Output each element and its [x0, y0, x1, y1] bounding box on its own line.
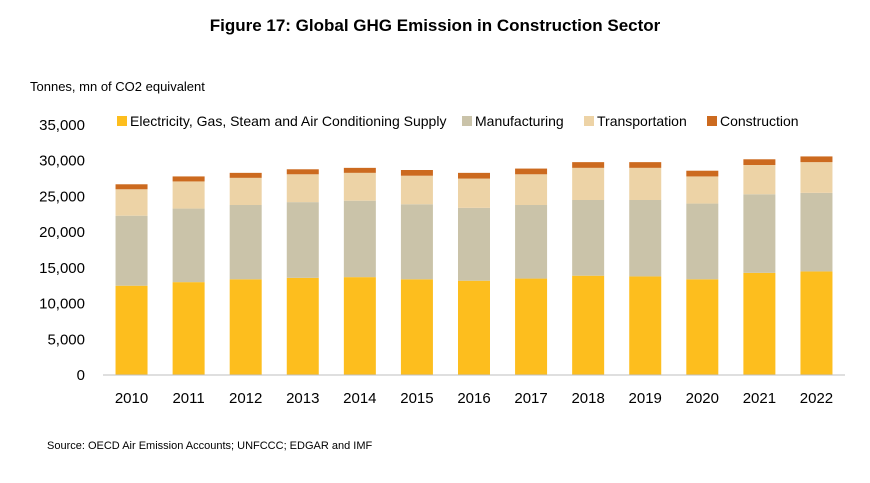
bar-segment-3	[743, 159, 776, 165]
bar-segment-0	[172, 282, 205, 375]
bar-segment-3	[400, 170, 433, 176]
bar-segment-2	[743, 165, 776, 195]
bar-segment-2	[800, 162, 833, 193]
x-tick-label: 2011	[172, 390, 204, 407]
bar-segment-1	[229, 205, 262, 280]
x-tick-label: 2021	[743, 390, 776, 407]
legend-label: Electricity, Gas, Steam and Air Conditio…	[130, 113, 446, 129]
bar-segment-3	[458, 172, 490, 179]
legend-swatch	[584, 116, 594, 126]
y-tick-label: 5,000	[47, 331, 85, 348]
x-tick-label: 2020	[686, 390, 719, 407]
bar-segment-1	[629, 200, 662, 277]
bar-segment-3	[286, 169, 319, 175]
bar-segment-1	[400, 204, 433, 280]
bar-segment-0	[458, 280, 490, 375]
y-axis: 0 5,000 10,000 15,000 20,000 25,000 30,000 35,0…	[39, 117, 85, 384]
bar-segment-3	[343, 167, 376, 173]
bar-segment-0	[400, 279, 433, 375]
x-tick-label: 2010	[115, 390, 148, 407]
legend-label: Transportation	[597, 113, 687, 129]
bar-segment-0	[629, 276, 662, 375]
x-axis: 2010 2011 2012 2013 2014 2015 2016 2017 2018 2019…	[103, 374, 845, 407]
legend: Electricity, Gas, Steam and Air Conditio…	[117, 113, 799, 129]
bar-segment-3	[572, 162, 605, 168]
bar-segment-0	[800, 271, 833, 375]
bar-segment-3	[229, 172, 262, 178]
legend-label: Manufacturing	[475, 113, 564, 129]
bar-segment-2	[400, 175, 433, 205]
bar-segment-0	[115, 285, 148, 375]
bar-segment-0	[286, 277, 319, 375]
bar-segment-2	[229, 177, 262, 205]
x-tick-label: 2019	[629, 390, 662, 407]
bars	[115, 156, 833, 375]
y-tick-label: 0	[77, 367, 85, 384]
bar-segment-3	[172, 176, 205, 182]
bar-segment-3	[115, 184, 148, 190]
bar-segment-1	[115, 215, 148, 286]
bar-segment-1	[743, 194, 776, 273]
bar-segment-1	[286, 202, 319, 278]
bar-segment-1	[515, 205, 548, 279]
bar-segment-3	[800, 156, 833, 163]
bar-segment-1	[800, 192, 833, 272]
legend-swatch	[462, 116, 472, 126]
x-tick-label: 2016	[457, 390, 490, 407]
bar-segment-2	[115, 189, 148, 216]
bar-segment-2	[286, 174, 319, 203]
bar-segment-1	[172, 208, 205, 283]
bar-segment-2	[515, 174, 548, 205]
y-tick-label: 10,000	[39, 296, 85, 313]
bar-segment-0	[229, 279, 262, 375]
bar-segment-3	[515, 168, 548, 175]
bar-segment-0	[515, 278, 548, 375]
bar-segment-2	[458, 178, 490, 208]
x-tick-label: 2022	[800, 390, 833, 407]
bar-segment-2	[172, 181, 205, 209]
y-tick-label: 35,000	[39, 117, 85, 134]
x-tick-label: 2018	[571, 390, 604, 407]
x-tick-label: 2017	[514, 390, 547, 407]
x-tick-label: 2015	[400, 390, 433, 407]
bar-segment-1	[686, 203, 719, 280]
legend-label: Construction	[720, 113, 799, 129]
y-axis-unit-label: Tonnes, mn of CO2 equivalent	[30, 79, 205, 94]
bar-segment-2	[686, 176, 719, 204]
bar-segment-3	[629, 162, 662, 168]
legend-swatch	[117, 116, 127, 126]
bar-segment-0	[743, 272, 776, 375]
bar-segment-1	[572, 200, 605, 276]
y-tick-label: 25,000	[39, 188, 85, 205]
bar-segment-3	[686, 170, 719, 177]
x-tick-label: 2012	[229, 390, 262, 407]
bar-segment-1	[458, 207, 490, 281]
legend-swatch	[707, 116, 717, 126]
source-note: Source: OECD Air Emission Accounts; UNFC…	[47, 440, 373, 452]
y-tick-label: 30,000	[39, 153, 85, 170]
bar-segment-2	[343, 172, 376, 201]
x-tick-label: 2014	[343, 390, 376, 407]
chart-title: Figure 17: Global GHG Emission in Constr…	[209, 16, 661, 35]
bar-segment-2	[629, 167, 662, 200]
y-tick-label: 20,000	[39, 224, 85, 241]
bar-segment-0	[343, 277, 376, 375]
bar-segment-0	[572, 275, 605, 375]
bar-segment-0	[686, 279, 719, 375]
y-tick-label: 15,000	[39, 260, 85, 277]
bar-segment-1	[343, 200, 376, 278]
x-tick-label: 2013	[286, 390, 319, 407]
bar-segment-2	[572, 167, 605, 200]
